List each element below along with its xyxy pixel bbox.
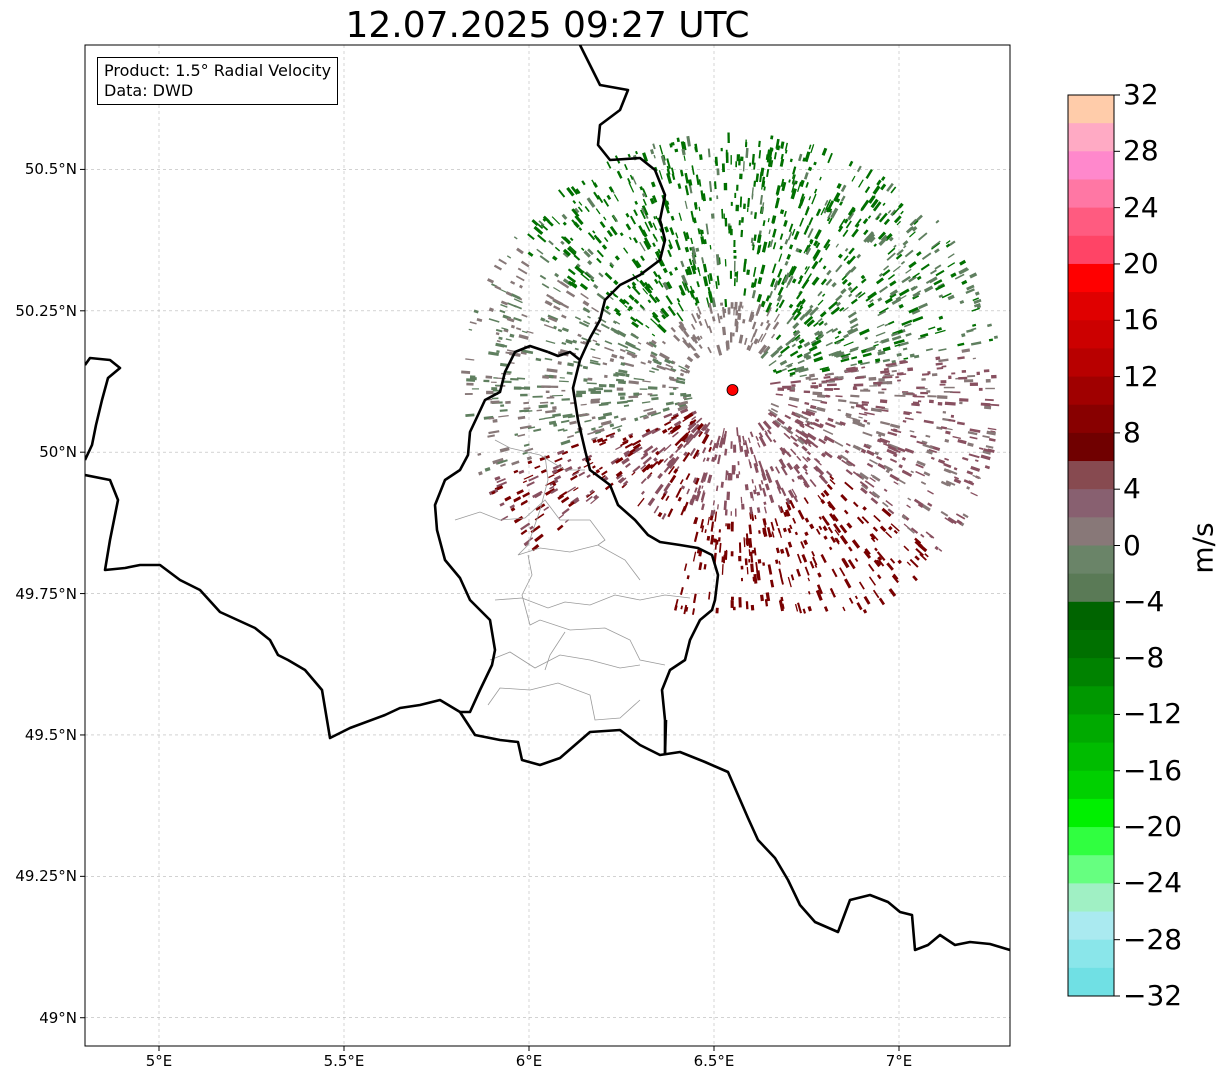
colorbar-tick-label: −4 xyxy=(1123,584,1165,618)
colorbar-band xyxy=(1068,517,1114,546)
lat-label: 49.5°N xyxy=(24,725,77,744)
lon-label: 7°E xyxy=(885,1052,913,1070)
colorbar-band xyxy=(1068,489,1114,518)
colorbar-band xyxy=(1068,235,1114,265)
colorbar-band xyxy=(1068,207,1114,237)
colorbar-tick-label: 4 xyxy=(1123,472,1141,506)
lat-label: 50.5°N xyxy=(24,160,77,179)
colorbar-tick-label: 28 xyxy=(1123,134,1159,168)
lat-label: 50°N xyxy=(39,443,77,462)
colorbar-band xyxy=(1068,404,1114,434)
lat-label: 49°N xyxy=(39,1008,77,1027)
colorbar-band xyxy=(1068,179,1114,209)
colorbar-band xyxy=(1068,883,1114,913)
map-gridlines xyxy=(85,45,1010,1046)
district-boundaries xyxy=(454,439,691,721)
colorbar-band xyxy=(1068,742,1114,772)
radar-site-marker[interactable] xyxy=(726,384,739,396)
colorbar-band xyxy=(1068,855,1114,884)
colorbar-tick-label: 12 xyxy=(1123,359,1159,393)
colorbar-band xyxy=(1068,939,1114,969)
colorbar-band xyxy=(1068,461,1114,490)
data-source-line: Data: DWD xyxy=(104,81,194,100)
radar-echoes xyxy=(461,132,1000,615)
axis-tick-marks xyxy=(80,168,900,1051)
colorbar-tick-label: −24 xyxy=(1123,866,1183,900)
lon-label: 5.5°E xyxy=(323,1052,365,1070)
colorbar-band xyxy=(1068,714,1114,744)
colorbar-band xyxy=(1068,798,1114,828)
colorbar-band xyxy=(1068,432,1114,462)
colorbar-band xyxy=(1068,348,1114,378)
colorbar-band xyxy=(1068,123,1114,152)
colorbar-tick-label: 24 xyxy=(1123,190,1159,224)
colorbar-tick-label: −28 xyxy=(1123,922,1183,956)
colorbar-band xyxy=(1068,376,1114,406)
colorbar-band xyxy=(1068,658,1114,687)
colorbar-band xyxy=(1068,292,1114,321)
lat-label: 49.25°N xyxy=(15,867,77,886)
lon-label: 5°E xyxy=(145,1052,173,1070)
colorbar-tick-label: −8 xyxy=(1123,641,1165,675)
colorbar-tick-label: 8 xyxy=(1123,415,1141,449)
colorbar-unit: m/s xyxy=(1186,522,1220,574)
colorbar-tick-label: 20 xyxy=(1123,246,1159,280)
colorbar-tick-label: 16 xyxy=(1123,303,1159,337)
map-title: 12.07.2025 09:27 UTC xyxy=(345,5,750,46)
lat-label: 50.25°N xyxy=(15,301,77,320)
lat-label: 49.75°N xyxy=(15,584,77,603)
colorbar-tick-label: −16 xyxy=(1123,753,1183,787)
colorbar-band xyxy=(1068,95,1114,124)
colorbar-band xyxy=(1068,770,1114,800)
lon-label: 6.5°E xyxy=(693,1052,735,1070)
product-line: Product: 1.5° Radial Velocity xyxy=(104,61,332,80)
colorbar-band xyxy=(1068,151,1114,180)
colorbar-band xyxy=(1068,967,1114,997)
colorbar-tick-label: 0 xyxy=(1123,528,1141,562)
colorbar-band xyxy=(1068,686,1114,715)
colorbar-band xyxy=(1068,827,1114,856)
lon-label: 6°E xyxy=(515,1052,543,1070)
colorbar-band xyxy=(1068,629,1114,659)
colorbar-tick-label: −12 xyxy=(1123,697,1183,731)
map-frame xyxy=(84,44,1011,1047)
colorbar-tick-label: −32 xyxy=(1123,979,1183,1012)
colorbar-band xyxy=(1068,263,1114,293)
product-info-box: Product: 1.5° Radial Velocity Data: DWD xyxy=(97,57,339,105)
colorbar-tick-label: 32 xyxy=(1123,78,1159,111)
colorbar-band xyxy=(1068,320,1114,349)
colorbar-band xyxy=(1068,911,1114,941)
colorbar-band xyxy=(1068,545,1114,575)
colorbar-band xyxy=(1068,601,1114,631)
colorbar-tick-label: −20 xyxy=(1123,810,1183,844)
colorbar-band xyxy=(1068,573,1114,603)
country-borders xyxy=(85,45,1010,952)
